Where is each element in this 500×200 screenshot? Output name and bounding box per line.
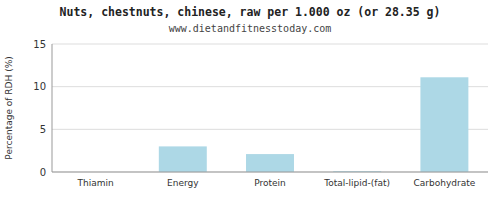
- bars: [159, 77, 469, 172]
- y-axis-line: [52, 44, 53, 172]
- x-axis-line: [52, 172, 488, 173]
- x-tick-label: Total-lipid-(fat): [323, 178, 390, 188]
- x-tick-label: Energy: [167, 178, 199, 188]
- y-tick-label: 5: [40, 124, 46, 135]
- x-tick-label: Protein: [254, 178, 286, 188]
- chart-svg: Nuts, chestnuts, chinese, raw per 1.000 …: [0, 0, 500, 200]
- subtitle: www.dietandfitnesstoday.com: [169, 23, 332, 34]
- y-tick-label: 0: [40, 167, 46, 178]
- bar: [420, 77, 468, 172]
- y-axis: 0 5 10 15: [33, 39, 488, 178]
- bar: [246, 154, 294, 172]
- chart-container: Nuts, chestnuts, chinese, raw per 1.000 …: [0, 0, 500, 200]
- grid-line: [52, 44, 488, 45]
- x-axis: Thiamin Energy Protein Total-lipid-(fat) Car…: [76, 178, 475, 188]
- x-tick-label: Carbohydrate: [414, 178, 476, 188]
- bar: [159, 146, 207, 172]
- x-tick-label: Thiamin: [76, 178, 113, 188]
- y-tick-label: 10: [33, 81, 46, 92]
- title: Nuts, chestnuts, chinese, raw per 1.000 …: [60, 5, 441, 19]
- grid-line: [52, 172, 488, 173]
- y-tick-label: 15: [33, 39, 46, 50]
- y-axis-label: Percentage of RDH (%): [4, 56, 14, 159]
